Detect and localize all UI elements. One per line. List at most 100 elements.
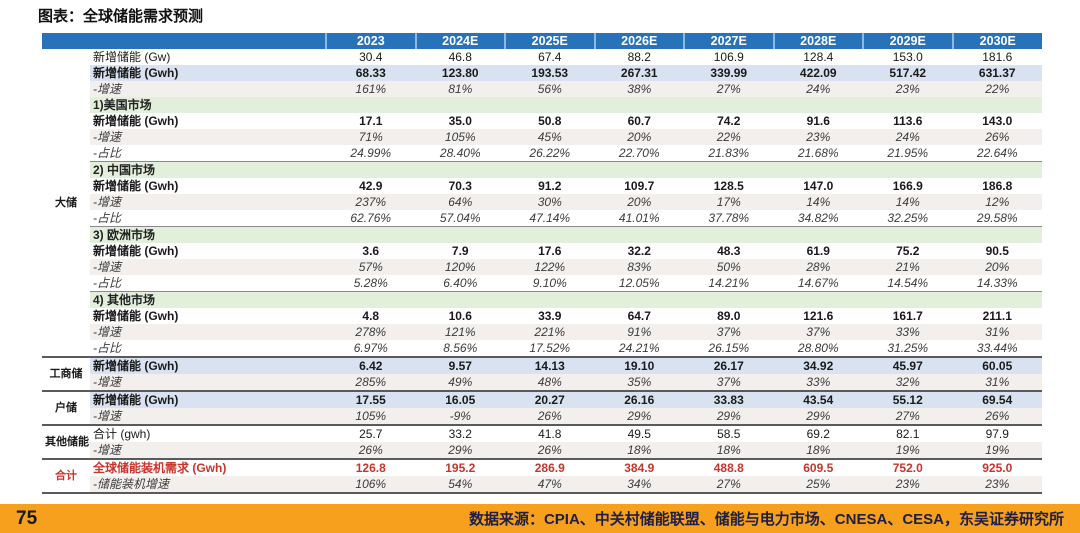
data-cell: 128.4 (803, 50, 834, 64)
column-header: 2025E (504, 33, 595, 49)
row-label: -占比 (90, 210, 326, 227)
data-cell: 37% (684, 374, 774, 392)
row-label: -增速 (90, 194, 326, 210)
forecast-table: 2023 2024E 2025E 2026E 2027E 2028E 2029E 2030E … (42, 33, 1042, 494)
data-cell: 285% (326, 374, 416, 392)
row-label: 新增储能 (Gwh) (93, 114, 179, 128)
data-cell: 161% (326, 81, 416, 97)
data-cell: 33% (863, 324, 953, 340)
data-cell: 31.25% (863, 340, 953, 358)
table-row: 大储 新增储能 (Gw) 30.4 46.8 67.4 88.2 106.9 128.4 153… (42, 49, 1042, 358)
data-cell: 25.7 (359, 427, 383, 441)
table-row: 1)美国市场 (42, 97, 1042, 113)
data-cell: 41.01% (594, 210, 684, 227)
data-cell: 126.8 (355, 461, 386, 475)
data-cell: 60.05 (952, 357, 1042, 374)
data-cell: 34.82% (773, 210, 863, 227)
data-cell: 29.58% (952, 210, 1042, 227)
row-group-label: 户储 (42, 391, 90, 426)
data-cell: 91.6 (806, 114, 830, 128)
data-cell: 34% (594, 476, 684, 494)
row-label: -增速 (90, 374, 326, 392)
data-cell: 10.6 (448, 309, 472, 323)
data-cell: 68.33 (326, 65, 416, 81)
data-cell: 62.76% (326, 210, 416, 227)
data-cell: 609.5 (803, 461, 834, 475)
data-cell: 384.9 (624, 461, 655, 475)
data-cell: 422.09 (773, 65, 863, 81)
data-source-text: 数据来源：CPIA、中关村储能联盟、储能与电力市场、CNESA、CESA，东吴证… (468, 511, 1064, 528)
data-cell: 33% (773, 374, 863, 392)
data-cell: 24.99% (326, 145, 416, 162)
row-label: -增速 (90, 129, 326, 145)
data-cell: 27% (684, 476, 774, 494)
data-cell: 90.5 (985, 244, 1009, 258)
data-cell: 517.42 (863, 65, 953, 81)
data-cell: 54% (415, 476, 505, 494)
row-label: 新增储能 (Gwh) (93, 309, 179, 323)
data-cell: 211.1 (982, 309, 1012, 323)
data-cell: 23% (863, 476, 953, 494)
data-cell: 21% (863, 259, 953, 275)
page-number: 75 (16, 507, 38, 529)
data-cell: 26.17 (684, 357, 774, 374)
data-cell: 24% (863, 129, 953, 145)
data-cell: 57.04% (415, 210, 505, 227)
data-cell: 47.14% (505, 210, 595, 227)
data-cell: 339.99 (684, 65, 774, 81)
data-cell: 30.4 (359, 50, 383, 64)
data-cell: 22% (684, 129, 774, 145)
table-row: -增速 26% 29% 26% 18% 18% 18% 19% 19% (42, 442, 1042, 460)
data-cell: 6.97% (326, 340, 416, 358)
data-cell: 6.40% (415, 275, 505, 292)
table-header-row: 2023 2024E 2025E 2026E 2027E 2028E 2029E 2030E (42, 33, 1042, 49)
data-cell: 105% (415, 129, 505, 145)
table-row: -增速 71% 105% 45% 20% 22% 23% 24% 26% (42, 129, 1042, 145)
table-row: 其他储能 合计 (gwh) 25.7 33.2 41.8 49.5 58.5 69.2 82.1… (42, 425, 1042, 460)
table-row: -占比 24.99% 28.40% 26.22% 22.70% 21.83% 21.68% 2… (42, 145, 1042, 162)
row-label: -储能装机增速 (90, 476, 326, 494)
data-cell: 71% (326, 129, 416, 145)
data-cell: 60.7 (627, 114, 651, 128)
table-row: -增速 161% 81% 56% 38% 27% 24% 23% 22% (42, 81, 1042, 97)
table-row: 3) 欧洲市场 (42, 226, 1042, 243)
column-header: 2024E (414, 33, 505, 49)
table-row: 2) 中国市场 (42, 161, 1042, 178)
table-row: 合计 全球储能装机需求 (Gwh) 126.8 195.2 286.9 384.9 488.… (42, 459, 1042, 494)
column-header: 2026E (593, 33, 684, 49)
data-cell: 17.55 (326, 391, 416, 408)
data-cell: 41.8 (538, 427, 562, 441)
data-cell: -9% (415, 408, 505, 426)
row-label: 新增储能 (Gwh) (90, 65, 326, 81)
table-row: 工商储 新增储能 (Gwh) 6.42 9.57 14.13 19.10 26.17 34.9… (42, 357, 1042, 392)
data-cell: 26% (326, 442, 416, 460)
data-cell: 83% (594, 259, 684, 275)
table-row: -储能装机增速 106% 54% 47% 34% 27% 25% 23% 23% (42, 476, 1042, 494)
data-cell: 14.13 (505, 357, 595, 374)
data-cell: 17.52% (505, 340, 595, 358)
data-cell: 12% (952, 194, 1042, 210)
data-cell: 925.0 (982, 461, 1013, 475)
data-cell: 752.0 (892, 461, 923, 475)
row-label: 合计 (gwh) (93, 427, 151, 441)
section-header: 4) 其他市场 (90, 291, 1042, 308)
data-cell: 26.16 (594, 391, 684, 408)
row-label: -增速 (90, 81, 326, 97)
data-cell: 23% (773, 129, 863, 145)
data-cell: 70.3 (448, 179, 472, 193)
row-label: 全球储能装机需求 (Gwh) (93, 461, 227, 475)
column-header: 2027E (683, 33, 774, 49)
data-cell: 31% (952, 374, 1042, 392)
data-cell: 193.53 (505, 65, 595, 81)
data-cell: 7.9 (451, 244, 469, 258)
data-cell: 37% (773, 324, 863, 340)
section-header: 3) 欧洲市场 (90, 226, 1042, 243)
data-cell: 37.78% (684, 210, 774, 227)
data-cell: 128.5 (713, 179, 744, 193)
table-row: 新增储能 (Gwh) 42.9 70.3 91.2 109.7 128.5 147.0 166… (42, 178, 1042, 194)
row-label: 新增储能 (Gwh) (90, 357, 326, 374)
data-cell: 21.95% (863, 145, 953, 162)
data-cell: 17% (684, 194, 774, 210)
data-cell: 286.9 (534, 461, 565, 475)
data-cell: 29% (773, 408, 863, 426)
